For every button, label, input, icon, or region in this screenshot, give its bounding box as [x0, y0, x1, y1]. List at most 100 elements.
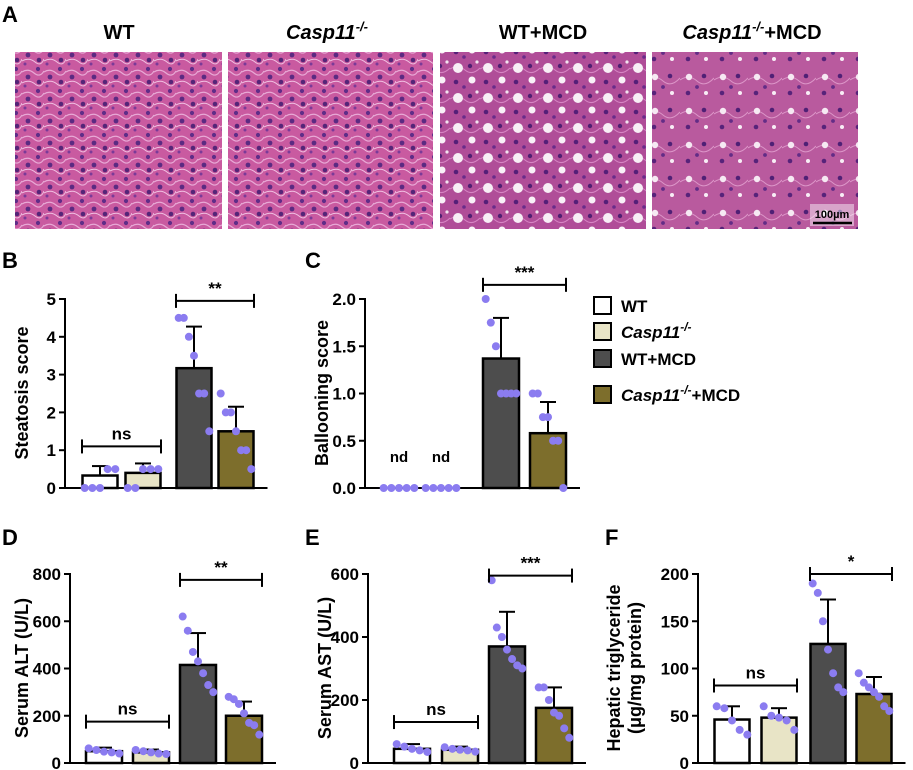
data-point — [444, 484, 453, 492]
data-point — [808, 579, 817, 588]
data-point — [131, 746, 140, 755]
data-point — [834, 683, 843, 692]
data-point — [408, 744, 416, 753]
bar — [809, 642, 847, 765]
data-point — [720, 704, 729, 713]
data-point — [437, 484, 445, 492]
significance-label: *** — [515, 263, 535, 282]
y-axis-label: Serum ALT (U/L) — [12, 598, 32, 738]
y-tick-label: 0 — [52, 754, 61, 770]
data-point — [743, 730, 752, 739]
data-point — [544, 413, 552, 422]
data-point — [154, 749, 163, 758]
data-point — [560, 724, 569, 733]
data-point — [379, 484, 388, 492]
panel-label-a: A — [2, 2, 18, 27]
data-point — [88, 484, 97, 492]
data-point — [429, 484, 438, 492]
y-tick-label: 0.0 — [332, 479, 356, 498]
data-point — [400, 742, 409, 751]
y-tick-label: 200 — [661, 565, 689, 584]
y-tick-label: 2.0 — [332, 290, 356, 309]
bar — [534, 706, 574, 765]
data-point — [829, 669, 838, 678]
data-point — [204, 681, 213, 690]
legend-swatch-wt — [593, 296, 612, 315]
significance-label: ns — [426, 700, 446, 719]
data-point — [463, 746, 472, 755]
data-point — [190, 351, 198, 360]
data-point — [178, 612, 187, 621]
y-tick-label: 1.0 — [332, 385, 356, 404]
data-point — [242, 446, 251, 455]
data-point — [712, 702, 721, 711]
histology-image-wt — [15, 52, 222, 229]
data-point — [139, 747, 148, 756]
data-point — [818, 617, 827, 626]
data-point — [512, 389, 521, 398]
y-tick-label: 1.5 — [332, 337, 356, 356]
data-point — [209, 688, 218, 697]
legend-swatch-casp11 — [593, 322, 612, 341]
y-tick-label: 200 — [331, 691, 359, 710]
y-axis-label: Ballooning score — [312, 320, 332, 466]
data-point — [205, 427, 214, 436]
data-point — [184, 332, 193, 341]
data-point — [100, 747, 108, 756]
data-point — [232, 427, 240, 436]
data-point — [123, 484, 132, 492]
bar-charts: B 0 1 2 3 4 5 Steatosis score ns ** C 0.0 0.5 1.0 1.5 2… — [2, 248, 906, 770]
histology-image-wt-mcd — [440, 52, 646, 229]
data-point — [250, 721, 259, 730]
legend: WT Casp11-/- WT+MCD Casp11-/-+MCD — [593, 296, 740, 405]
y-axis-label: Serum AST (U/L) — [315, 597, 335, 739]
data-point — [392, 740, 401, 749]
data-point — [486, 318, 495, 327]
data-point — [471, 747, 480, 756]
y-tick-label: 50 — [670, 707, 689, 726]
data-point — [491, 342, 500, 351]
bar — [217, 430, 255, 490]
data-point — [183, 626, 192, 635]
data-point — [875, 692, 884, 701]
significance-label: ns — [746, 664, 766, 683]
panel-label-f: F — [605, 525, 618, 550]
data-point — [544, 696, 553, 704]
significance-label: ns — [118, 700, 138, 719]
data-point — [497, 633, 506, 641]
data-point — [481, 295, 490, 303]
data-point — [146, 465, 155, 474]
y-tick-label: 2 — [47, 403, 56, 422]
data-point — [456, 745, 464, 754]
image-title-wt-mcd: WT+MCD — [499, 22, 587, 44]
data-point — [508, 655, 517, 664]
data-point — [216, 389, 225, 398]
data-point — [395, 484, 403, 492]
data-point — [885, 707, 894, 716]
chart-f: F 0 50 100 150 200 Hepatic triglyceride(μg/mg … — [604, 525, 906, 770]
image-title-casp11: Casp11-/- — [286, 19, 368, 44]
data-point — [107, 748, 116, 757]
chart-e: E 0 200 400 600 Serum AST (U/L) ns *** — [305, 525, 586, 770]
data-point — [179, 313, 188, 322]
panel-label-d: D — [2, 525, 18, 550]
y-tick-label: 4 — [47, 328, 57, 347]
data-point — [859, 678, 868, 687]
data-point — [839, 688, 848, 697]
legend-swatch-wt-mcd — [593, 349, 612, 368]
scale-bar-label: 100µm — [815, 209, 850, 221]
data-point — [492, 623, 501, 632]
chart-b: B 0 1 2 3 4 5 Steatosis score ns ** — [2, 248, 268, 498]
significance-label: ** — [214, 558, 228, 577]
data-point — [440, 743, 449, 752]
image-title-wt: WT — [103, 22, 134, 44]
data-point — [80, 484, 89, 492]
y-axis-label: Hepatic triglyceride(μg/mg protein) — [604, 584, 645, 751]
image-title-casp11-mcd: Casp11-/-+MCD — [682, 19, 821, 44]
data-point — [775, 713, 783, 722]
data-point — [518, 664, 527, 673]
data-point — [864, 683, 873, 692]
data-point — [533, 389, 542, 398]
data-point — [421, 484, 430, 492]
data-point — [111, 465, 120, 474]
